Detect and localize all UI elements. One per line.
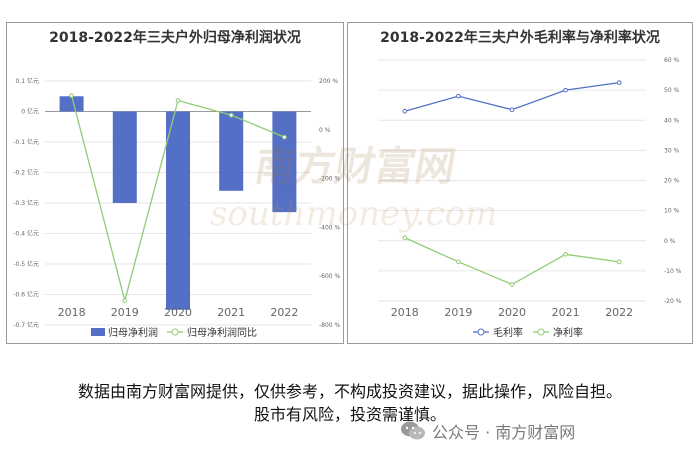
right-axis-tick-label: 50 % <box>664 87 680 94</box>
yoy-point-2022 <box>282 134 287 140</box>
series-point-0-2022 <box>616 80 622 85</box>
legend-marker <box>537 328 545 336</box>
right-axis-tick-label: -20 % <box>664 298 682 305</box>
bar-2021 <box>219 111 244 191</box>
right-axis-tick-label: -200 % <box>319 176 341 183</box>
left-axis-tick-label: 0 亿元 <box>21 108 39 116</box>
left-axis-tick-label: -0.6 亿元 <box>13 291 39 299</box>
left-axis-tick-label: -0.7 亿元 <box>13 321 39 329</box>
right-axis-tick-label: 40 % <box>664 117 680 124</box>
watermark-en: southmoney.com <box>210 194 497 234</box>
right-axis-tick-label: 10 % <box>664 208 680 215</box>
left-axis-tick-label: -0.2 亿元 <box>13 169 39 177</box>
series-point-0-2021 <box>563 87 568 93</box>
right-axis-tick-label: 60 % <box>664 57 680 64</box>
disclaimer-line-2: 股市有风险，投资需谨慎。 <box>253 405 446 424</box>
series-point-1-2021 <box>563 252 568 257</box>
left-axis-tick-label: -0.3 亿元 <box>13 199 39 207</box>
watermark-logo: 南方财富网 southmoney.com <box>210 143 497 234</box>
chart-title: 2018-2022年三夫户外归母净利润状况 <box>49 30 301 46</box>
yoy-point-2021 <box>228 112 234 118</box>
bar-2020 <box>166 111 190 310</box>
x-tick-label: 2021 <box>217 306 245 319</box>
net-profit-chart: 0.1 亿元 0 亿元 -0.1 亿元 -0.2 亿元 -0.3 亿元 -0.4 亿元 -0… <box>13 77 341 339</box>
series-line-1 <box>404 237 620 286</box>
series-point-0-2018 <box>402 108 408 114</box>
bar-2019 <box>112 111 137 203</box>
legend-label: 归母净利润 <box>108 326 158 339</box>
yoy-point-2018 <box>69 93 74 98</box>
yoy-point-2020 <box>175 98 181 103</box>
chart-panel-net-profit: 2018-2022年三夫户外归母净利润状况 0.1 亿元 0 亿元 -0.1 亿元 -… <box>6 22 344 344</box>
right-axis-tick-label: -600 % <box>319 273 341 280</box>
margins-chart: 60 % 50 % 40 % 30 % 20 % 10 % 0 % -10 % -20 % 201… <box>378 57 682 339</box>
right-axis-tick-label: 30 % <box>664 147 680 154</box>
wechat-icon <box>401 421 425 440</box>
watermark-cn: 南方财富网 <box>251 143 459 190</box>
series-point-1-2022 <box>616 259 622 265</box>
legend-marker <box>171 328 179 336</box>
x-tick-label: 2020 <box>498 306 526 319</box>
x-tick-label: 2018 <box>391 306 419 319</box>
series-point-1-2020 <box>509 282 515 287</box>
bar-2022 <box>272 111 297 213</box>
right-axis-tick-label: -400 % <box>319 224 341 231</box>
x-tick-label: 2019 <box>444 306 472 319</box>
left-axis-tick-label: -0.1 亿元 <box>13 138 39 146</box>
series-point-1-2018 <box>402 235 408 241</box>
legend-marker <box>477 328 485 336</box>
yoy-point-2019 <box>122 298 128 303</box>
disclaimer-line-1: 数据由南方财富网提供，仅供参考，不构成投资建议，据此操作，风险自担。 <box>77 382 622 401</box>
x-tick-label: 2022 <box>270 306 298 319</box>
wechat-account-badge: 公众号 · 南方财富网 <box>400 418 690 444</box>
bar-2018 <box>59 96 84 112</box>
chart-panel-margins: 2018-2022年三夫户外毛利率与净利率状况 60 % 50 % 40 % 30 %… <box>347 22 693 344</box>
chart-title: 2018-2022年三夫户外毛利率与净利率状况 <box>380 30 660 46</box>
legend-label: 净利率 <box>553 326 583 339</box>
right-axis-tick-label: -10 % <box>664 268 682 275</box>
wechat-account-name: 公众号 · 南方财富网 <box>432 423 576 442</box>
right-axis-tick-label: 0 % <box>664 238 676 245</box>
right-axis-tick-label: 20 % <box>664 178 680 185</box>
x-tick-label: 2018 <box>58 306 86 319</box>
x-tick-label: 2022 <box>605 306 633 319</box>
x-tick-label: 2020 <box>164 306 192 319</box>
series-point-1-2019 <box>456 259 461 265</box>
series-point-0-2020 <box>509 107 515 113</box>
legend-swatch-bar <box>91 328 105 336</box>
left-axis-tick-label: 0.1 亿元 <box>16 77 39 85</box>
x-tick-label: 2021 <box>552 306 580 319</box>
series-line-0 <box>404 81 620 112</box>
series-point-0-2019 <box>456 93 461 99</box>
x-tick-label: 2019 <box>111 306 139 319</box>
left-axis-tick-label: -0.4 亿元 <box>13 230 39 238</box>
legend-label: 归母净利润同比 <box>187 326 257 339</box>
legend-label: 毛利率 <box>493 326 523 339</box>
right-axis-tick-label: -800 % <box>319 322 341 329</box>
right-axis-tick-label: 0 % <box>319 127 331 134</box>
right-axis-tick-label: 200 % <box>319 78 338 85</box>
left-axis-tick-label: -0.5 亿元 <box>13 260 39 268</box>
